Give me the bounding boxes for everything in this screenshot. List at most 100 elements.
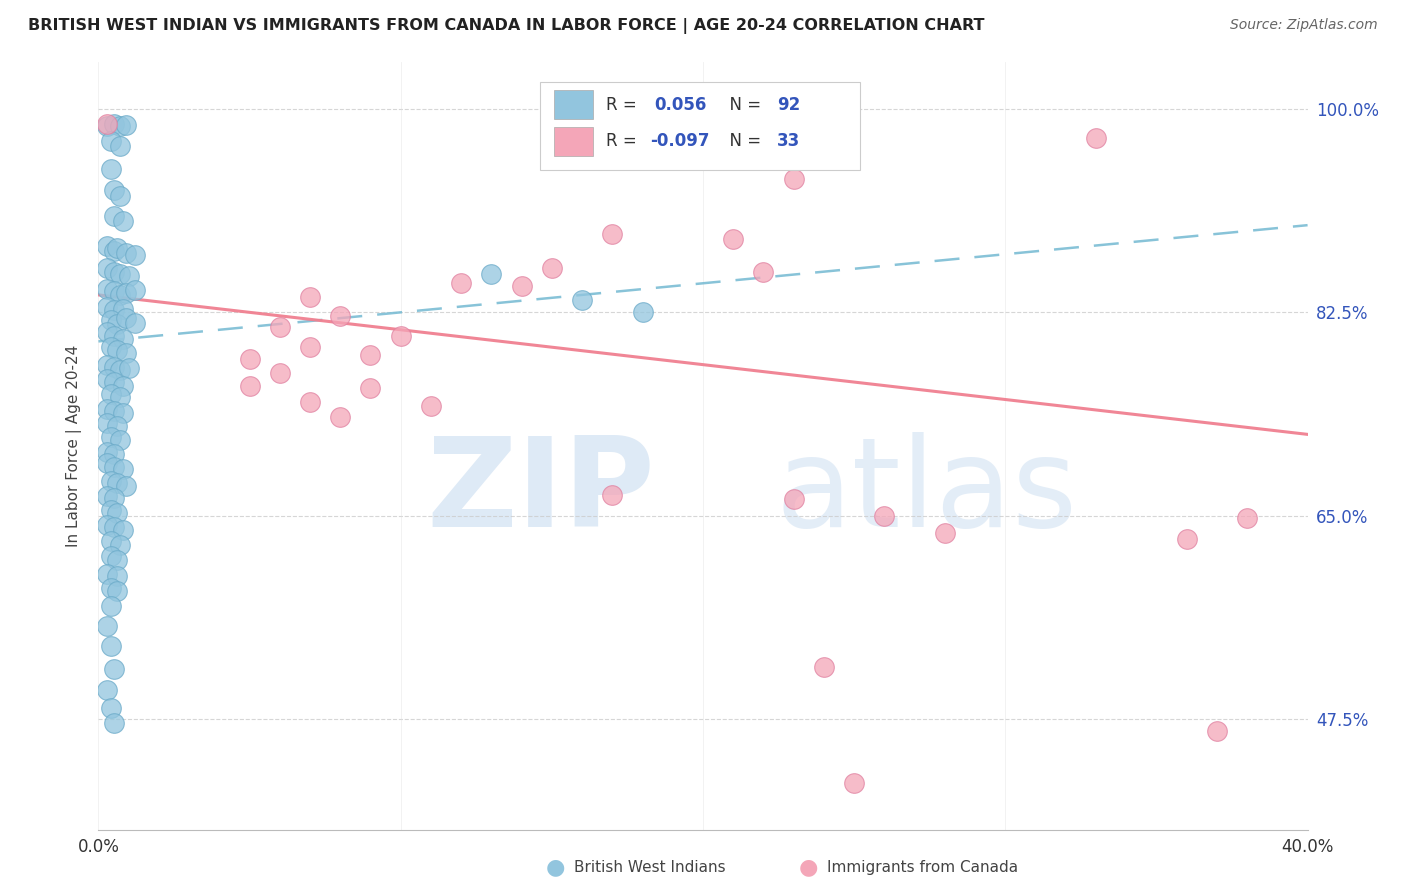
Text: British West Indians: British West Indians (574, 860, 725, 874)
Text: atlas: atlas (776, 432, 1077, 552)
Point (100, 599, 122, 614)
Text: ●: ● (546, 857, 565, 877)
Point (96, 566, 118, 581)
Point (96, 120, 118, 134)
Point (96, 401, 118, 416)
Text: 92: 92 (776, 95, 800, 113)
Point (114, 346, 136, 360)
Point (269, 320, 291, 334)
Point (118, 361, 141, 376)
Point (105, 476, 128, 491)
Point (103, 303, 125, 318)
Point (813, 660, 835, 674)
Point (103, 285, 125, 299)
Point (602, 488, 624, 502)
Text: N =: N = (718, 95, 766, 113)
Point (100, 313, 122, 327)
Point (114, 246, 136, 260)
Point (103, 244, 125, 258)
Point (96, 300, 118, 314)
Point (481, 267, 503, 281)
FancyBboxPatch shape (540, 81, 860, 169)
Point (934, 526, 956, 541)
Text: Source: ZipAtlas.com: Source: ZipAtlas.com (1230, 18, 1378, 32)
Text: R =: R = (606, 132, 643, 151)
Point (510, 278, 533, 293)
Point (103, 117, 125, 131)
Point (631, 305, 654, 319)
Point (108, 267, 131, 281)
Point (103, 375, 125, 389)
Point (540, 261, 562, 276)
Point (96, 117, 118, 131)
Point (103, 715, 125, 730)
Point (103, 209, 125, 223)
Point (111, 301, 134, 316)
Point (571, 117, 593, 131)
Point (111, 213, 134, 227)
Point (360, 348, 382, 362)
Point (103, 404, 125, 418)
Text: ●: ● (799, 857, 818, 877)
Point (105, 241, 128, 255)
Text: Immigrants from Canada: Immigrants from Canada (827, 860, 1018, 874)
Point (105, 317, 128, 331)
FancyBboxPatch shape (554, 90, 593, 120)
Point (114, 311, 136, 326)
Point (108, 390, 131, 404)
Point (108, 433, 131, 447)
Point (783, 492, 806, 507)
Point (239, 378, 262, 392)
Point (105, 419, 128, 434)
Point (100, 549, 122, 564)
Point (96, 457, 118, 471)
Point (105, 584, 128, 599)
Point (124, 316, 146, 330)
Point (96, 282, 118, 296)
Point (108, 189, 131, 203)
Point (723, 232, 745, 246)
Point (103, 491, 125, 506)
Point (96, 325, 118, 339)
Point (752, 120, 775, 134)
Point (114, 478, 136, 492)
Point (450, 277, 472, 291)
Point (661, 117, 683, 131)
Point (105, 507, 128, 521)
Point (239, 351, 262, 366)
Text: 0.056: 0.056 (655, 95, 707, 113)
Point (105, 569, 128, 583)
Point (111, 462, 134, 476)
Text: ZIP: ZIP (426, 432, 655, 552)
Point (752, 265, 775, 279)
Point (299, 290, 322, 304)
Point (105, 343, 128, 357)
Point (108, 363, 131, 377)
Point (1236, 511, 1258, 525)
Point (103, 447, 125, 461)
Point (100, 474, 122, 488)
Point (108, 288, 131, 302)
Point (96, 518, 118, 533)
Text: 33: 33 (776, 132, 800, 151)
Point (329, 309, 352, 323)
Point (124, 283, 146, 297)
Point (114, 285, 136, 300)
FancyBboxPatch shape (554, 127, 593, 156)
Point (108, 139, 131, 153)
Point (96, 416, 118, 430)
Point (124, 248, 146, 262)
Point (103, 328, 125, 343)
Point (420, 400, 443, 414)
Point (329, 409, 352, 424)
Point (100, 700, 122, 714)
Point (96, 489, 118, 503)
Point (100, 340, 122, 354)
Point (103, 359, 125, 374)
Text: BRITISH WEST INDIAN VS IMMIGRANTS FROM CANADA IN LABOR FORCE | AGE 20-24 CORRELA: BRITISH WEST INDIAN VS IMMIGRANTS FROM C… (28, 18, 984, 34)
Point (118, 269, 141, 284)
Point (602, 227, 624, 242)
Point (783, 171, 806, 186)
Point (105, 553, 128, 567)
Point (108, 538, 131, 552)
